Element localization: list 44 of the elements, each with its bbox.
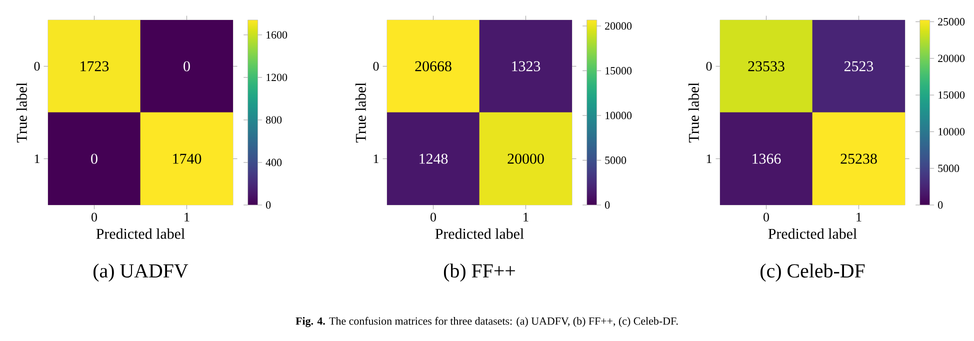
color-bar-label: 20000: [605, 22, 632, 30]
data-label: 20000: [508, 154, 544, 164]
color-bar-label: 0: [938, 201, 943, 209]
x-tick-label: 1: [856, 212, 862, 222]
color-bar-label: 10000: [938, 128, 965, 136]
color-bar-label: 0: [266, 201, 271, 209]
x-axis-title: Predicted label: [768, 228, 857, 239]
data-label: 1723: [80, 61, 109, 72]
data-label: 2523: [844, 61, 874, 72]
color-bar-label: 400: [266, 158, 282, 166]
x-axis-title: Predicted label: [435, 228, 524, 239]
color-bar-label: 10000: [606, 112, 632, 120]
color-bar-label: 25000: [938, 18, 965, 26]
x-tick-label: 0: [92, 212, 97, 222]
text: Fig. 4. The confusion matrices for three datasets: (a) UADFV, (b) FF++, (c) Celeb-DF.: [296, 316, 678, 328]
data-label: 1248: [420, 154, 448, 164]
color-bar-label: 1200: [266, 74, 288, 82]
color-bar-label: 20000: [938, 54, 965, 62]
data-label: 20668: [415, 61, 452, 72]
data-label: 25238: [840, 154, 877, 164]
x-tick-label: 0: [430, 212, 436, 222]
color-bar-label: 0: [605, 201, 610, 209]
color-bar-label: 15000: [606, 67, 632, 74]
x-tick-label: 1: [184, 212, 190, 222]
data-label: 1323: [512, 61, 540, 72]
data-label: 23533: [748, 61, 784, 72]
data-label: 1740: [173, 154, 202, 164]
color-bar-label: 800: [266, 116, 282, 124]
color-bar-label: 5000: [938, 164, 960, 172]
y-axis-title: True label: [16, 82, 27, 142]
color-bar-label: 1600: [266, 31, 288, 39]
text: (b) FF++: [444, 264, 515, 282]
color-bar-label: 5000: [605, 156, 626, 164]
x-tick-label: 0: [764, 212, 770, 222]
text: (a) UADFV: [94, 264, 188, 282]
color-bar-label: 15000: [938, 91, 965, 99]
x-tick-label: 1: [524, 212, 528, 222]
data-label: 0: [91, 154, 98, 164]
data-label: 1366: [752, 154, 781, 164]
y-axis-title: True label: [688, 82, 699, 142]
data-label: 0: [184, 61, 190, 72]
text: (c) Celeb-DF: [760, 264, 865, 282]
y-axis-title: True label: [355, 82, 366, 142]
x-axis-title: Predicted label: [96, 228, 185, 239]
